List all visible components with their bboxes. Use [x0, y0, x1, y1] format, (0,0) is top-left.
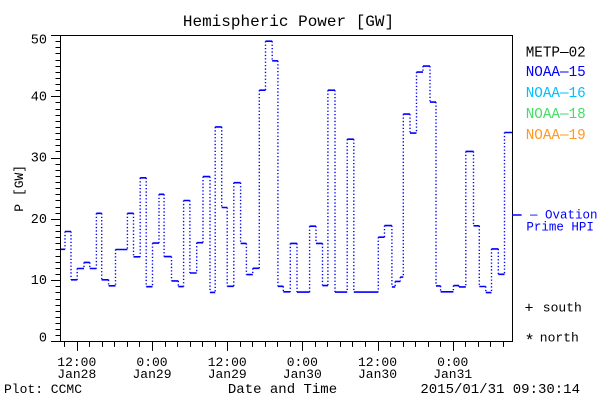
svg-text:Prime HPI: Prime HPI [526, 221, 594, 235]
svg-text:12:00: 12:00 [208, 355, 247, 370]
svg-text:Hemispheric Power [GW]: Hemispheric Power [GW] [183, 13, 394, 31]
svg-text:Jan31: Jan31 [433, 367, 472, 382]
svg-text:Jan30: Jan30 [358, 367, 397, 382]
svg-text:0: 0 [39, 331, 47, 346]
svg-text:Jan30: Jan30 [283, 367, 322, 382]
svg-text:+: + [525, 301, 534, 318]
svg-text:Date and Time: Date and Time [228, 382, 337, 398]
svg-text:NOAA—18: NOAA—18 [526, 107, 586, 123]
svg-text:NOAA—16: NOAA—16 [526, 86, 586, 102]
svg-text:Jan29: Jan29 [132, 367, 171, 382]
svg-text:30: 30 [31, 152, 47, 167]
svg-text:20: 20 [31, 213, 47, 228]
svg-text:north: north [540, 331, 579, 346]
svg-text:0:00: 0:00 [136, 355, 167, 370]
svg-text:50: 50 [31, 33, 47, 48]
svg-text:0:00: 0:00 [437, 355, 468, 370]
svg-text:40: 40 [31, 90, 47, 105]
svg-text:Jan29: Jan29 [208, 367, 247, 382]
svg-text:NOAA—19: NOAA—19 [526, 128, 586, 144]
svg-text:12:00: 12:00 [358, 355, 397, 370]
svg-text:Plot: CCMC: Plot: CCMC [4, 382, 82, 397]
svg-text:south: south [543, 301, 582, 316]
svg-text:NOAA—15: NOAA—15 [526, 65, 586, 81]
svg-text:METP—02: METP—02 [526, 46, 586, 62]
svg-text:P [GW]: P [GW] [12, 165, 27, 212]
svg-text:*: * [525, 333, 535, 352]
svg-text:0:00: 0:00 [287, 355, 318, 370]
svg-text:2015/01/31 09:30:14: 2015/01/31 09:30:14 [420, 382, 580, 398]
svg-text:10: 10 [31, 274, 47, 289]
svg-text:12:00: 12:00 [57, 355, 96, 370]
svg-text:— Ovation: — Ovation [529, 209, 598, 223]
svg-text:Jan28: Jan28 [57, 367, 96, 382]
